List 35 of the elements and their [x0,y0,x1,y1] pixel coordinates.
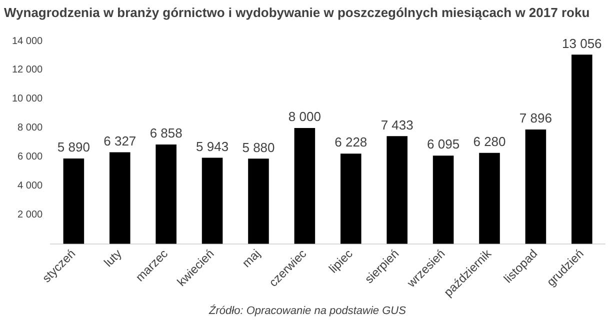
y-tick-label: 14 000 [12,36,44,47]
data-label: 5 880 [242,140,275,155]
y-tick-label: 4 000 [18,180,44,192]
bar [63,158,84,244]
x-tick-label: maj [239,246,263,270]
data-label: 5 890 [57,140,90,155]
bar [294,128,316,244]
bar [202,158,223,244]
data-label: 6 327 [104,133,136,148]
chart-title: Wynagrodzenia w branży górnictwo i wydobywanie w poszczególnych miesiącach w 2017 roku [3,4,591,22]
x-tick-label: luty [101,246,124,270]
data-label: 8 000 [288,109,321,124]
bar [572,54,592,244]
data-label: 6 858 [150,126,182,141]
y-tick-label: 12 000 [12,64,44,76]
data-label: 6 095 [427,136,460,152]
bar [525,129,546,244]
data-label: 7 433 [380,117,414,132]
y-tick-label: 2 000 [18,210,44,221]
bar [156,144,176,244]
data-label: 6 280 [473,134,506,149]
bar [386,136,408,244]
bar [340,154,362,244]
bar [109,152,130,244]
data-label: 7 896 [519,110,552,126]
bar [479,152,500,244]
y-tick-label: 8 000 [18,122,44,134]
data-label: 5 943 [196,138,229,154]
data-label: 6 228 [334,134,368,150]
text: Źródło: Opracowanie na podstawie GUS [208,305,407,317]
y-tick-label: 10 000 [12,94,44,105]
data-label: 13 056 [562,36,602,51]
bar [248,158,269,244]
y-tick-label: 6 000 [18,152,44,163]
bar [432,156,454,244]
